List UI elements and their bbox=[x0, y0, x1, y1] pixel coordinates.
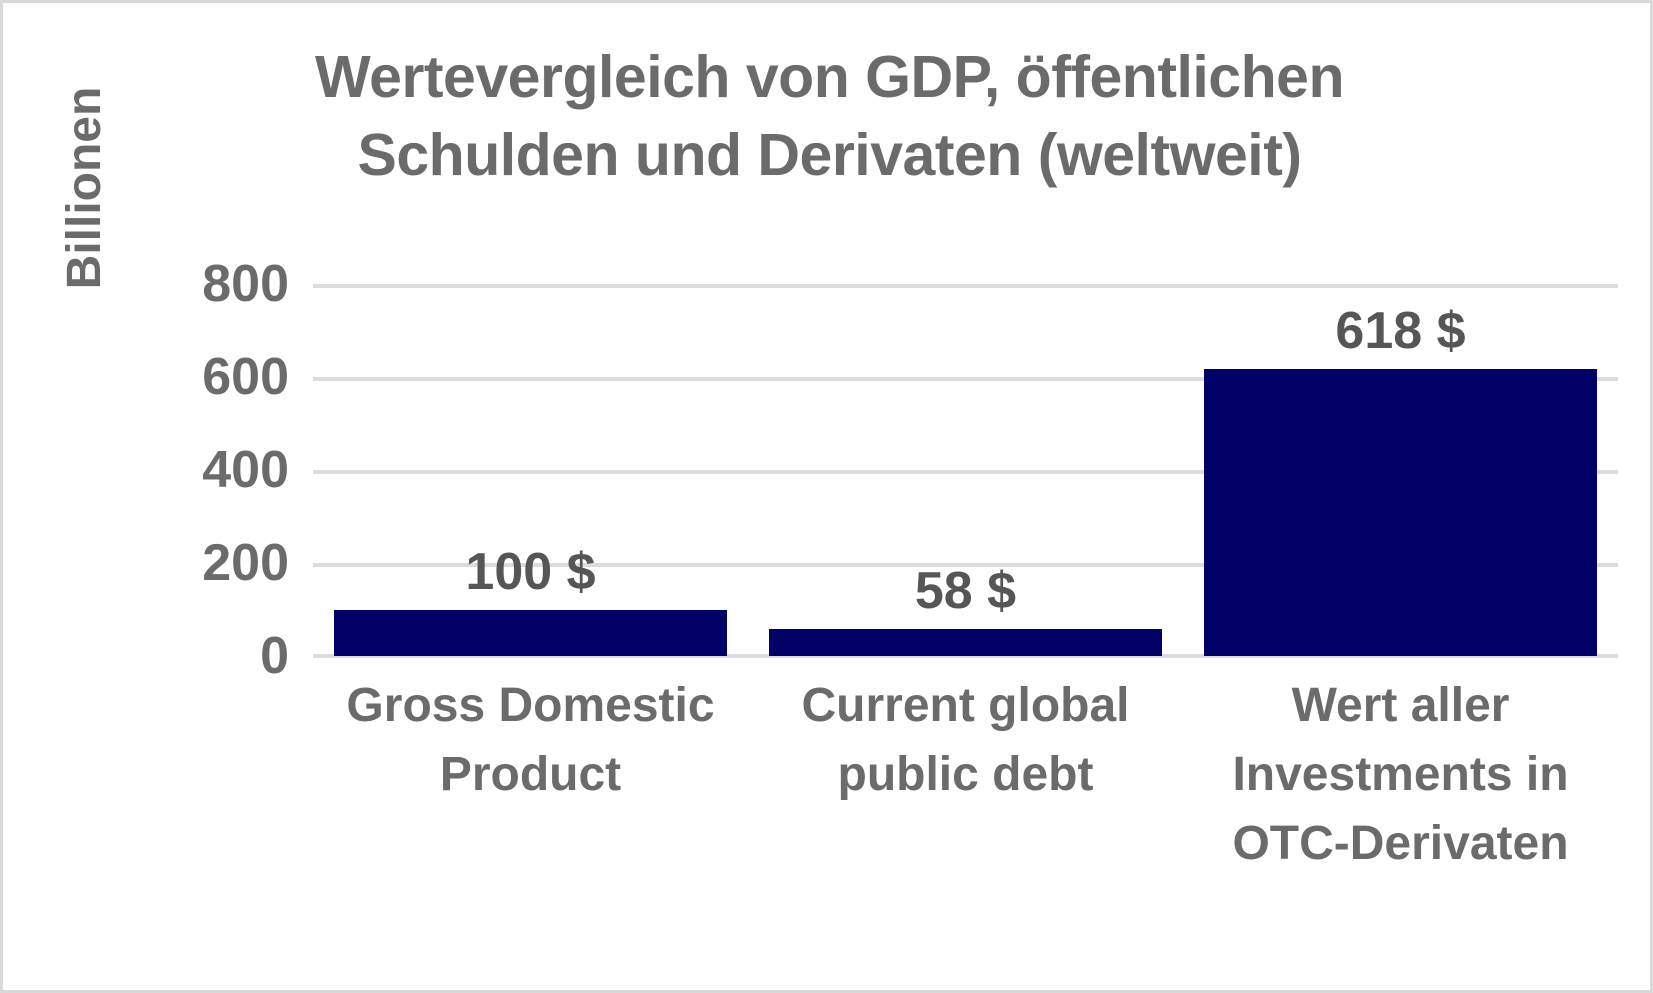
y-axis-tick-labels: 800 600 400 200 0 bbox=[113, 3, 289, 990]
y-tick-label-200: 200 bbox=[202, 534, 289, 592]
bar-gross-domestic-product[interactable]: 100 $ bbox=[333, 546, 728, 656]
bar-label-current-global-public-debt: 58 $ bbox=[914, 562, 1017, 621]
bars-layer: 100 $ 58 $ 618 $ bbox=[313, 284, 1618, 656]
x-axis-category-labels: Gross Domestic Product Current global pu… bbox=[313, 671, 1618, 971]
y-tick-label-600: 600 bbox=[202, 348, 289, 406]
gridline-400 bbox=[313, 470, 1618, 474]
gridline-200 bbox=[313, 563, 1618, 567]
chart-title: Wertevergleich von GDP, öffentlichen Sch… bbox=[315, 44, 1344, 188]
bar-slot-gross-domestic-product: 100 $ bbox=[313, 284, 748, 656]
category-label-otc-derivate: Wert aller Investments in OTC-Derivaten bbox=[1232, 679, 1569, 871]
y-axis-title: Billionen bbox=[58, 86, 111, 290]
category-label-gross-domestic-product: Gross Domestic Product bbox=[346, 679, 715, 802]
gridline-800 bbox=[313, 284, 1618, 288]
bar-otc-derivate[interactable]: 618 $ bbox=[1203, 305, 1598, 656]
y-tick-label-0: 0 bbox=[260, 627, 289, 685]
plot-area: 100 $ 58 $ 618 $ bbox=[313, 284, 1618, 658]
bar-slot-current-global-public-debt: 58 $ bbox=[748, 284, 1183, 656]
y-tick-label-800: 800 bbox=[202, 255, 289, 313]
gridline-600 bbox=[313, 377, 1618, 381]
bar-label-gross-domestic-product: 100 $ bbox=[465, 542, 596, 601]
bar-current-global-public-debt[interactable]: 58 $ bbox=[768, 565, 1163, 656]
gridline-0-baseline bbox=[313, 654, 1618, 658]
category-label-current-global-public-debt: Current global public debt bbox=[801, 679, 1130, 802]
bar-slot-otc-derivate: 618 $ bbox=[1183, 284, 1618, 656]
bar-label-otc-derivate: 618 $ bbox=[1335, 301, 1466, 360]
y-tick-label-400: 400 bbox=[202, 441, 289, 499]
